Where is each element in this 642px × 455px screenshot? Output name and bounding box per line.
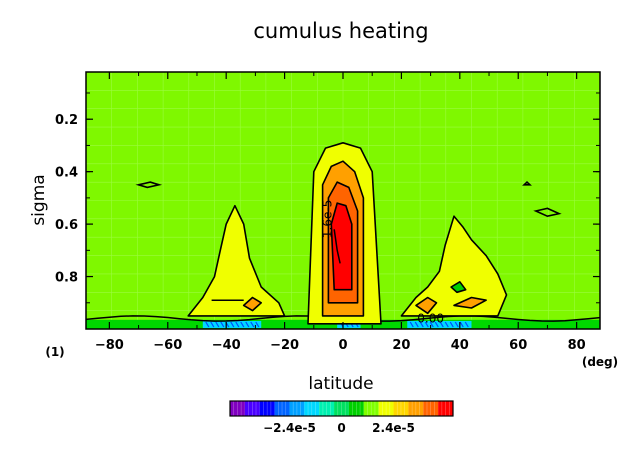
x-tick-label: −60 — [153, 338, 182, 353]
colorbar-swatch — [304, 401, 320, 416]
contour-region — [415, 296, 438, 315]
colorbar-tick-label: −2.4e-5 — [263, 421, 316, 435]
negative-contour-dash — [240, 321, 245, 328]
negative-contour-dash — [235, 321, 240, 328]
contour-regions — [187, 142, 508, 325]
negative-contour-dash — [205, 321, 210, 328]
colorbar-swatch — [230, 401, 245, 416]
colorbar-tick-label: 0 — [337, 421, 345, 435]
small-contour — [522, 181, 532, 186]
negative-contour-dash — [449, 321, 454, 328]
y-tick-label: 0.8 — [55, 271, 78, 286]
colorbar-swatch — [274, 401, 290, 416]
negative-heating-patch — [407, 321, 472, 328]
x-tick-label: −80 — [95, 338, 124, 353]
contour-region — [242, 296, 263, 312]
negative-contour-dash — [419, 321, 424, 328]
colorbar-swatch — [378, 401, 394, 416]
x-tick-label: 80 — [568, 338, 586, 353]
negative-contour-dash — [230, 321, 235, 328]
y-tick-label: 0.2 — [55, 113, 78, 128]
x-tick-label: −20 — [270, 338, 299, 353]
colorbar-swatch — [334, 401, 349, 416]
x-tick-label: 20 — [392, 338, 410, 353]
x-axis: −80 −60 −40 −20 0 20 40 60 80 — [95, 72, 586, 353]
negative-contour-dash — [464, 321, 469, 328]
colorbar-swatch — [438, 401, 453, 416]
negative-contour-dash — [220, 321, 225, 328]
negative-contour-dash — [210, 321, 215, 328]
colorbar-swatch — [289, 401, 305, 416]
contour-region — [330, 202, 353, 291]
negative-contour-dash — [414, 321, 419, 328]
x-axis-label: latitude — [308, 374, 373, 394]
small-contour — [135, 181, 163, 189]
negative-contour-dash — [444, 321, 449, 328]
negative-contour-dash — [255, 321, 260, 328]
x-tick-label: 0 — [338, 338, 347, 353]
colorbar-swatch — [259, 401, 275, 416]
colorbar-swatch — [393, 401, 409, 416]
colorbar-swatch — [348, 401, 364, 416]
colorbar-swatch — [363, 401, 379, 416]
contour-region — [453, 296, 487, 309]
colorbar: −2.4e-5 0 2.4e-5 — [229, 400, 454, 435]
contour-region — [400, 215, 508, 317]
negative-contour-dash — [250, 321, 255, 328]
colorbar-frame — [229, 400, 454, 417]
y-unit-label: (1) — [45, 345, 64, 359]
y-tick-label: 0.6 — [55, 218, 78, 233]
negative-contour-dash — [245, 321, 250, 328]
colorbar-swatch — [423, 401, 439, 416]
contour-line — [333, 229, 341, 264]
contour-labels: 1.6e-5 0.00 — [320, 200, 444, 326]
negative-contour-dash — [409, 321, 414, 328]
small-contour — [533, 207, 562, 218]
negative-contour-dash — [424, 321, 429, 328]
contour-region — [187, 204, 286, 317]
negative-contour-dash — [459, 321, 464, 328]
x-tick-label: 40 — [451, 338, 469, 353]
plot-area — [85, 71, 601, 330]
negative-contour-dash — [429, 321, 434, 328]
chart-title: cumulus heating — [253, 19, 428, 43]
contour-label: 1.6e-5 — [320, 200, 334, 238]
colorbar-tick-label: 2.4e-5 — [372, 421, 415, 435]
y-axis-label: sigma — [29, 174, 49, 225]
x-tick-label: 60 — [509, 338, 527, 353]
y-tick-label: 0.4 — [55, 166, 78, 181]
colorbar-swatch — [408, 401, 424, 416]
negative-contour-dash — [434, 321, 439, 328]
y-axis: 0.2 0.4 0.6 0.8 — [55, 92, 600, 304]
contour-region — [450, 280, 467, 294]
contour-label: 0.00 — [417, 311, 444, 325]
x-tick-label: −40 — [212, 338, 241, 353]
x-unit-label: (deg) — [582, 355, 618, 369]
small-contours — [135, 181, 562, 218]
colorbar-swatch — [319, 401, 335, 416]
negative-contour-dash — [454, 321, 459, 328]
negative-contour-dash — [439, 321, 444, 328]
negative-contour-dash — [215, 321, 220, 328]
colorbar-swatch — [244, 401, 260, 416]
